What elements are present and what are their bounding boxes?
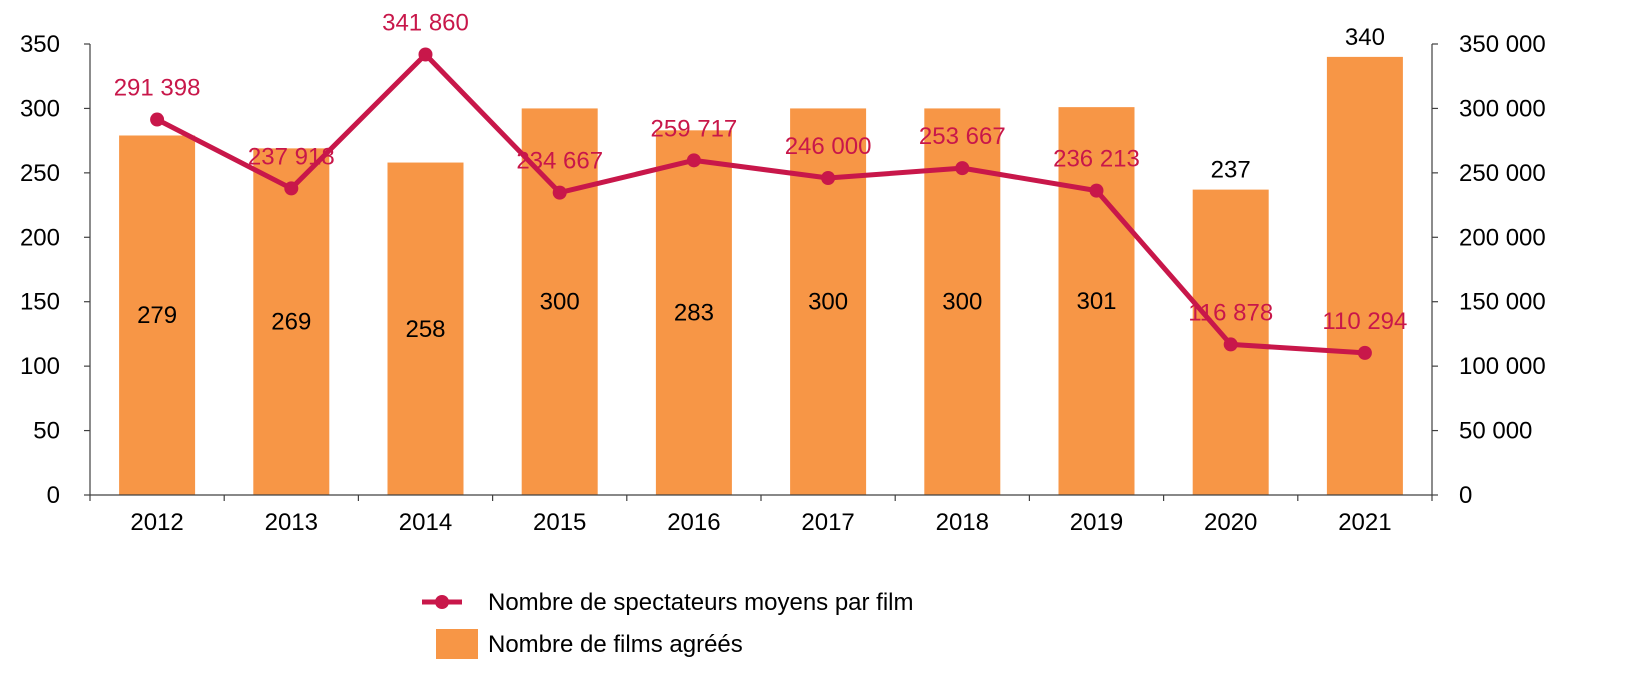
line-label-2019: 236 213 <box>1053 146 1140 173</box>
line-point-2018 <box>955 161 970 176</box>
bar-2013 <box>253 148 330 496</box>
bar-2014 <box>387 162 464 495</box>
y-left-tick-label: 350 <box>20 31 60 58</box>
bar-label-2019: 301 <box>1076 288 1116 315</box>
y-left-tick-label: 100 <box>20 353 60 380</box>
y-right-tick-label: 50 000 <box>1459 418 1532 445</box>
legend-bar-swatch <box>436 629 478 659</box>
bar-label-2012: 279 <box>137 302 177 329</box>
bar-label-2016: 283 <box>674 300 714 327</box>
x-tick-label-2012: 2012 <box>130 509 183 536</box>
x-tick-label-2018: 2018 <box>936 509 989 536</box>
bar-2021 <box>1326 56 1403 496</box>
y-right-tick-label: 350 000 <box>1459 31 1546 58</box>
legend-item-line: Nombre de spectateurs moyens par film <box>422 589 914 616</box>
line-point-2019 <box>1089 183 1104 198</box>
x-tick-label-2021: 2021 <box>1338 509 1391 536</box>
bar-series <box>119 56 1403 496</box>
y-right-tick-label: 150 000 <box>1459 289 1546 316</box>
y-left-tick-label: 50 <box>33 418 60 445</box>
bar-label-2013: 269 <box>271 309 311 336</box>
bar-2012 <box>119 135 196 495</box>
line-label-2018: 253 667 <box>919 123 1006 150</box>
y-left-tick-label: 150 <box>20 289 60 316</box>
line-point-2020 <box>1223 337 1238 352</box>
y-right-tick-label: 300 000 <box>1459 95 1546 122</box>
bar-label-2015: 300 <box>540 289 580 316</box>
line-series <box>150 47 1372 360</box>
line-label-2016: 259 717 <box>651 115 738 142</box>
line-label-2015: 234 667 <box>516 148 603 175</box>
y-right-tick-label: 0 <box>1459 482 1472 509</box>
y-right-tick-label: 200 000 <box>1459 224 1546 251</box>
line-label-2021: 110 294 <box>1322 308 1407 335</box>
line-point-2021 <box>1357 345 1372 360</box>
line-point-2014 <box>418 47 433 62</box>
y-left-tick-label: 300 <box>20 95 60 122</box>
bar-label-2020: 237 <box>1211 157 1251 184</box>
legend-label-line: Nombre de spectateurs moyens par film <box>488 589 914 616</box>
bar-label-2017: 300 <box>808 289 848 316</box>
bar-data-labels: 279 269 258 300 283 300 300 301 237 340 <box>137 24 1385 343</box>
y-left-tick-label: 0 <box>47 482 60 509</box>
x-tick-label-2015: 2015 <box>533 509 586 536</box>
line-point-2012 <box>150 112 165 127</box>
bar-2015 <box>521 108 598 495</box>
x-tick-label-2019: 2019 <box>1070 509 1123 536</box>
line-point-2015 <box>552 185 567 200</box>
axes: 0 50 100 150 200 250 300 350 0 50 000 100 000 150 0… <box>20 31 1546 536</box>
spectators-line <box>155 51 1366 356</box>
x-tick-label-2020: 2020 <box>1204 509 1257 536</box>
bar-2019 <box>1058 107 1135 495</box>
bar-label-2021: 340 <box>1345 24 1385 51</box>
x-tick-label-2014: 2014 <box>399 509 452 536</box>
legend-label-bar: Nombre de films agréés <box>488 631 743 658</box>
line-label-2013: 237 918 <box>248 143 335 170</box>
x-tick-label-2017: 2017 <box>801 509 854 536</box>
line-label-2014: 341 860 <box>382 9 469 36</box>
line-point-2016 <box>686 153 701 168</box>
legend-item-bar: Nombre de films agréés <box>436 629 743 659</box>
bar-label-2014: 258 <box>405 316 445 343</box>
line-data-labels: 291 398 237 918 341 860 234 667 259 717 246 0… <box>114 9 1408 334</box>
x-tick-label-2016: 2016 <box>667 509 720 536</box>
x-tick-label-2013: 2013 <box>265 509 318 536</box>
bar-label-2018: 300 <box>942 289 982 316</box>
y-right-tick-label: 250 000 <box>1459 160 1546 187</box>
legend-line-marker <box>435 595 449 609</box>
line-label-2012: 291 398 <box>114 75 201 102</box>
y-right-tick-label: 100 000 <box>1459 353 1546 380</box>
bar-2016 <box>655 130 732 495</box>
line-point-2017 <box>821 171 836 186</box>
legend: Nombre de spectateurs moyens par film No… <box>422 589 914 659</box>
line-point-2013 <box>284 181 299 196</box>
y-left-tick-label: 200 <box>20 224 60 251</box>
y-left-tick-label: 250 <box>20 160 60 187</box>
line-label-2020: 116 878 <box>1188 299 1273 326</box>
line-label-2017: 246 000 <box>785 133 872 160</box>
